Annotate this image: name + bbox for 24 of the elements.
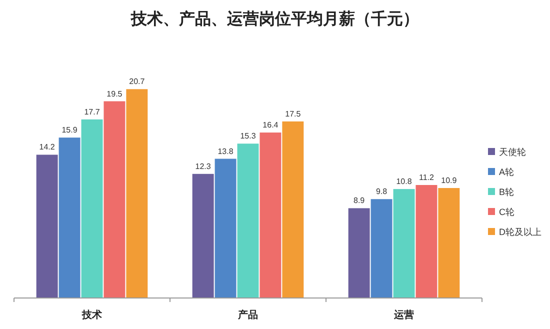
legend-label: B轮 xyxy=(499,187,514,197)
data-label: 13.8 xyxy=(218,146,234,156)
data-label: 15.9 xyxy=(62,126,78,135)
legend-label: C轮 xyxy=(499,207,514,217)
data-label: 10.9 xyxy=(441,176,458,186)
data-label: 14.2 xyxy=(39,142,56,152)
data-label: 19.5 xyxy=(106,89,123,98)
data-label: 10.8 xyxy=(396,177,412,186)
data-label: 17.7 xyxy=(84,107,100,116)
data-label: 11.2 xyxy=(418,173,434,182)
x-tick-label: 产品 xyxy=(237,309,258,321)
legend-label: 天使轮 xyxy=(499,147,526,157)
title: 技术、产品、运营岗位平均月薪（千元） xyxy=(131,11,419,28)
legend-label: D轮及以上 xyxy=(499,227,542,237)
data-label: 15.3 xyxy=(240,132,256,141)
data-label: 20.7 xyxy=(129,77,146,86)
data-label: 12.3 xyxy=(195,162,212,171)
data-label: 8.9 xyxy=(354,196,366,206)
legend-label: A轮 xyxy=(499,167,514,177)
data-label: 9.8 xyxy=(376,187,388,196)
x-tick-label: 运营 xyxy=(393,309,414,321)
data-label: 17.5 xyxy=(285,109,302,118)
x-tick-label: 技术 xyxy=(81,309,103,321)
data-label: 16.4 xyxy=(262,120,279,130)
